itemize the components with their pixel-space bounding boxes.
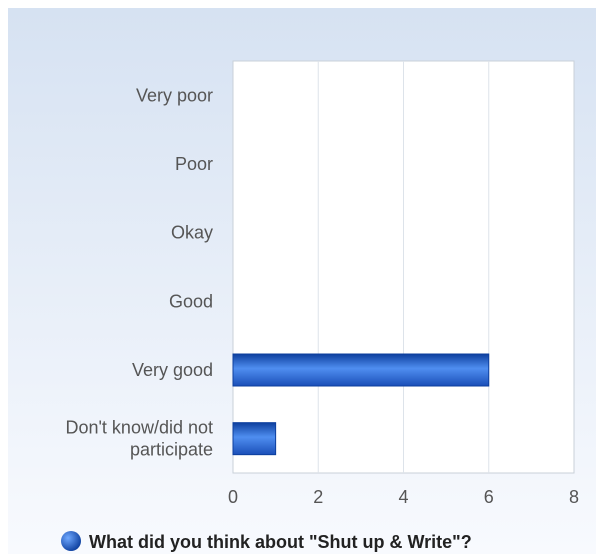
x-axis-tick-labels: 0 2 4 6 8	[228, 487, 579, 507]
x-tick-label: 4	[398, 487, 408, 507]
category-labels: Very poor Poor Okay Good Very good Don't know…	[65, 85, 213, 459]
x-tick-label: 8	[569, 487, 579, 507]
category-label: Very poor	[136, 85, 213, 105]
chart-container: Very poor Poor Okay Good Very good Don't know…	[8, 8, 596, 554]
category-label: Poor	[175, 154, 213, 174]
bar	[232, 353, 490, 387]
grid-lines	[317, 61, 490, 473]
legend-label: What did you think about "Shut up & Writ…	[89, 532, 472, 552]
x-tick-label: 6	[484, 487, 494, 507]
legend: What did you think about "Shut up & Writ…	[61, 531, 472, 552]
bars	[232, 353, 490, 456]
category-label: Okay	[171, 223, 213, 243]
x-tick-label: 2	[313, 487, 323, 507]
category-label: Very good	[132, 360, 213, 380]
legend-marker	[61, 531, 81, 551]
x-tick-label: 0	[228, 487, 238, 507]
category-label: Good	[169, 291, 213, 311]
category-label: Don't know/did not participate	[65, 418, 213, 460]
bar-chart: Very poor Poor Okay Good Very good Don't know…	[61, 60, 579, 552]
bar	[232, 422, 277, 456]
